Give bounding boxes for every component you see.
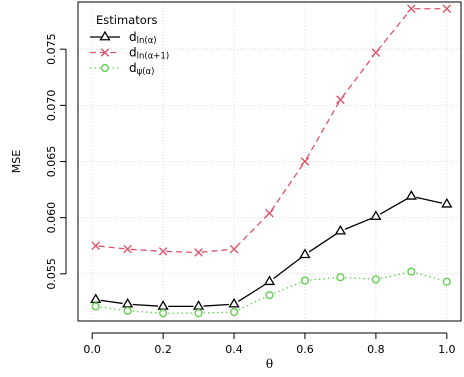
series-line-segment bbox=[377, 10, 410, 51]
cross-stroke bbox=[371, 48, 381, 57]
y-axis: 0.055 0.060 0.065 0.070 0.075 bbox=[45, 33, 67, 290]
series-1 bbox=[90, 190, 453, 310]
data-point bbox=[229, 307, 239, 317]
x-axis-title: θ bbox=[266, 357, 273, 371]
cross-stroke bbox=[123, 244, 132, 254]
legend-entry-subscript: ln(α+1) bbox=[137, 52, 170, 62]
series-line-segment bbox=[308, 233, 337, 253]
data-point bbox=[194, 309, 203, 318]
data-point bbox=[371, 275, 380, 284]
y-tick-label: 0.075 bbox=[45, 33, 58, 65]
cross-stroke bbox=[158, 247, 168, 256]
data-point bbox=[336, 273, 345, 282]
cross-stroke bbox=[229, 244, 239, 254]
cross-stroke bbox=[100, 48, 110, 57]
series-line-segment bbox=[416, 196, 443, 204]
series-line-segment bbox=[235, 214, 268, 248]
series-line-segment bbox=[130, 248, 161, 252]
series-line-segment bbox=[132, 303, 159, 307]
data-point bbox=[407, 267, 416, 276]
series-line-segment bbox=[379, 198, 408, 215]
data-point bbox=[442, 277, 451, 286]
data-point bbox=[229, 244, 239, 254]
x-tick-label: 0.0 bbox=[83, 343, 101, 356]
cross-stroke bbox=[194, 248, 203, 257]
cross-stroke bbox=[336, 95, 345, 105]
data-series bbox=[90, 4, 453, 318]
legend-entry-subscript: ψ(α) bbox=[137, 67, 155, 77]
legend-marker bbox=[99, 30, 111, 41]
data-point bbox=[442, 4, 452, 14]
cross-stroke bbox=[265, 208, 274, 218]
x-tick-label: 0.2 bbox=[154, 343, 172, 356]
data-point bbox=[300, 276, 310, 285]
y-tick-label: 0.070 bbox=[45, 90, 58, 122]
data-point bbox=[91, 302, 100, 311]
cross-stroke bbox=[407, 4, 416, 14]
data-point bbox=[441, 197, 453, 208]
legend: Estimators dln(α)dln(α+1)dψ(α) bbox=[90, 13, 169, 77]
series-line-segment bbox=[273, 281, 301, 294]
cross-stroke bbox=[442, 4, 452, 14]
series-line-segment bbox=[166, 250, 196, 254]
y-tick-label: 0.055 bbox=[45, 258, 58, 290]
data-point bbox=[371, 48, 381, 57]
data-point bbox=[158, 247, 168, 256]
data-point bbox=[370, 210, 382, 220]
series-line-segment bbox=[344, 217, 372, 230]
series-3 bbox=[91, 267, 451, 318]
series-line-segment bbox=[305, 102, 340, 160]
data-point bbox=[123, 244, 132, 254]
cross-stroke bbox=[91, 241, 101, 251]
data-point bbox=[194, 248, 203, 257]
x-tick-label: 0.8 bbox=[367, 343, 385, 356]
x-tick-label: 0.6 bbox=[296, 343, 314, 356]
series-line-segment bbox=[238, 296, 266, 311]
data-point bbox=[265, 291, 274, 300]
series-line-segment bbox=[341, 54, 375, 98]
data-point bbox=[263, 275, 276, 286]
series-line-segment bbox=[100, 299, 123, 305]
x-tick-label: 1.0 bbox=[438, 343, 456, 356]
legend-title: Estimators bbox=[96, 13, 157, 27]
series-line-segment bbox=[100, 306, 123, 311]
data-point bbox=[299, 248, 311, 259]
legend-marker bbox=[100, 63, 110, 73]
series-line-segment bbox=[237, 283, 266, 303]
data-point bbox=[300, 157, 310, 166]
data-point bbox=[405, 190, 417, 200]
data-point bbox=[336, 95, 345, 105]
legend-entry-subscript: ln(α) bbox=[137, 36, 157, 46]
data-point bbox=[123, 306, 132, 315]
series-line-segment bbox=[201, 248, 232, 253]
series-line-segment bbox=[203, 303, 230, 307]
y-tick-label: 0.060 bbox=[45, 202, 58, 234]
legend-entry-base: d bbox=[129, 61, 137, 75]
legend-entry-base: d bbox=[129, 30, 137, 44]
cross-stroke bbox=[300, 157, 310, 166]
legend-entry-label: dln(α+1) bbox=[129, 46, 169, 62]
data-point bbox=[265, 208, 274, 218]
data-point bbox=[159, 309, 168, 318]
y-tick-label: 0.065 bbox=[45, 146, 58, 178]
data-point bbox=[228, 297, 240, 308]
x-axis: 0.0 0.2 0.4 0.6 0.8 1.0 bbox=[83, 332, 456, 356]
data-point bbox=[91, 241, 101, 251]
legend-marker bbox=[100, 48, 110, 57]
data-point bbox=[407, 4, 416, 14]
series-2 bbox=[91, 4, 452, 257]
legend-entry-base: d bbox=[129, 46, 137, 60]
x-tick-label: 0.4 bbox=[225, 343, 243, 356]
y-axis-title: MSE bbox=[10, 150, 23, 173]
series-line-segment bbox=[98, 245, 125, 250]
series-line-segment bbox=[273, 257, 302, 280]
data-point bbox=[334, 224, 347, 235]
legend-entry-label: dln(α) bbox=[129, 30, 157, 46]
legend-entry-label: dψ(α) bbox=[129, 61, 154, 77]
plot-frame bbox=[77, 1, 462, 322]
